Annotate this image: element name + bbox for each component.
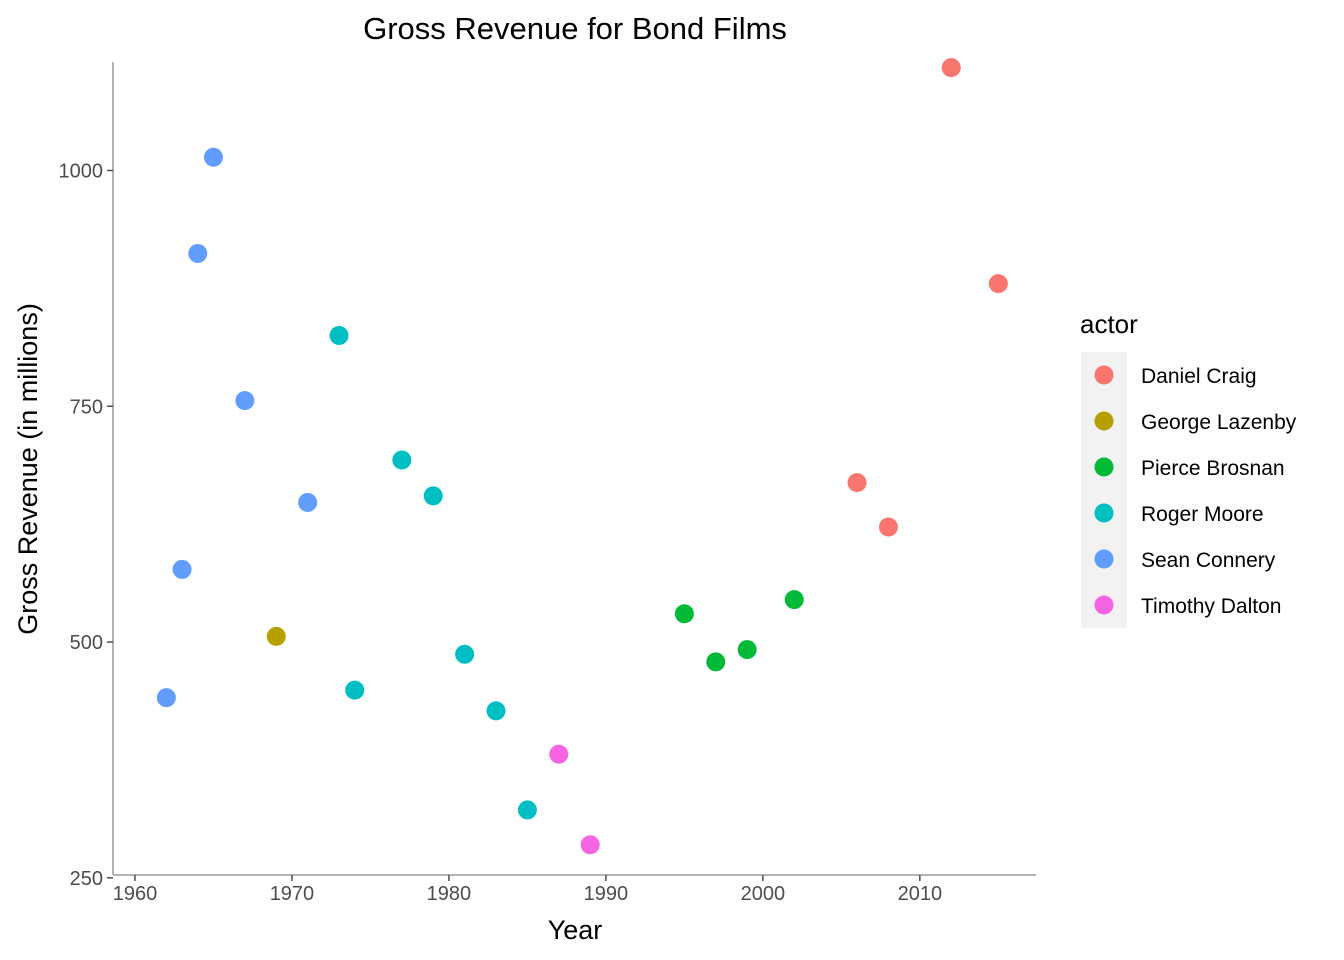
data-point	[235, 391, 255, 411]
data-point	[392, 450, 412, 470]
legend-key-background	[1081, 352, 1127, 628]
legend-key	[1094, 411, 1114, 431]
data-point	[517, 800, 537, 820]
chart-title: Gross Revenue for Bond Films	[363, 11, 787, 46]
legend-label: Daniel Craig	[1141, 365, 1257, 388]
legend-key	[1094, 457, 1114, 477]
data-point	[329, 326, 349, 346]
legend: actor Daniel Craig George Lazenby Pierce B…	[1080, 309, 1297, 628]
data-point	[737, 640, 757, 660]
legend-label: Timothy Dalton	[1141, 595, 1281, 618]
y-tick-label: 250	[70, 868, 103, 890]
x-axis-title: Year	[548, 915, 603, 945]
data-point	[847, 473, 867, 493]
data-point	[455, 644, 475, 664]
data-point	[345, 680, 365, 700]
data-point	[203, 147, 223, 167]
y-tick-label: 750	[70, 396, 103, 418]
data-point	[988, 274, 1008, 294]
legend-label: George Lazenby	[1141, 411, 1297, 434]
data-point	[706, 652, 726, 672]
data-point	[156, 688, 176, 708]
data-point	[486, 701, 506, 721]
data-points	[156, 58, 1008, 855]
data-point	[784, 590, 804, 610]
x-tick-label: 1960	[113, 883, 158, 905]
data-point	[298, 492, 318, 512]
data-point	[266, 626, 286, 646]
data-point	[172, 559, 192, 579]
legend-key	[1094, 503, 1114, 523]
x-tick-label: 2010	[898, 883, 943, 905]
legend-key	[1094, 595, 1114, 615]
legend-label: Pierce Brosnan	[1141, 457, 1285, 480]
data-point	[580, 835, 600, 855]
legend-label: Sean Connery	[1141, 549, 1276, 572]
data-point	[941, 58, 961, 78]
x-tick-label: 1980	[427, 883, 472, 905]
data-point	[188, 243, 208, 263]
data-point	[549, 744, 569, 764]
x-tick-label: 2000	[741, 883, 786, 905]
x-tick-label: 1990	[584, 883, 629, 905]
legend-label: Roger Moore	[1141, 503, 1264, 526]
y-tick-label: 500	[70, 632, 103, 654]
axes: 1960 1970 1980 1990 2000 2010 250 500 750 1000	[59, 62, 1036, 905]
x-tick-label: 1970	[270, 883, 315, 905]
legend-key	[1094, 365, 1114, 385]
data-point	[423, 486, 443, 506]
legend-title: actor	[1080, 309, 1138, 339]
legend-key	[1094, 549, 1114, 569]
data-point	[674, 604, 694, 624]
y-tick-label: 1000	[59, 160, 104, 182]
data-point	[878, 517, 898, 537]
y-axis-title: Gross Revenue (in millions)	[13, 303, 43, 635]
